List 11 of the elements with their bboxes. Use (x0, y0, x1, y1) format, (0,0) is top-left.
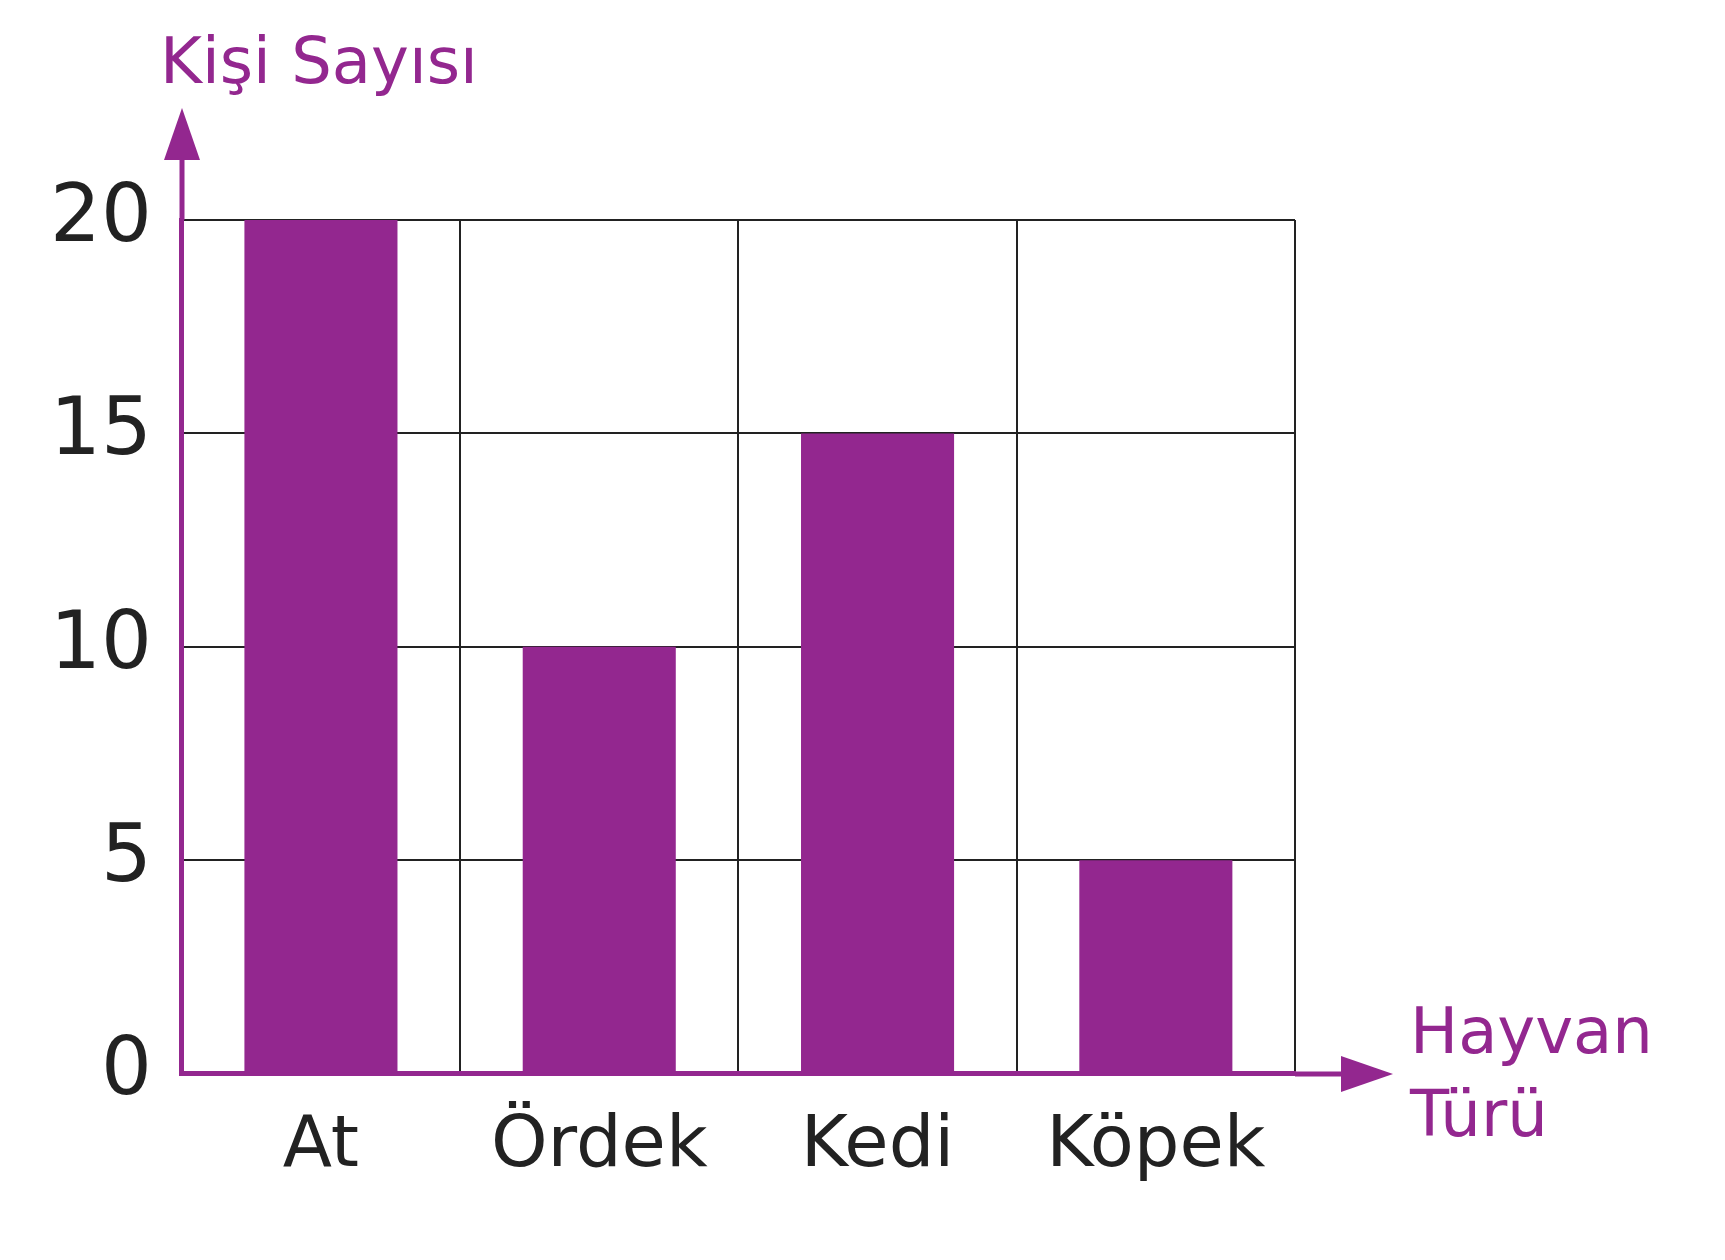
y-tick-label: 15 (50, 380, 152, 474)
x-axis-title: Hayvan Türü (1410, 993, 1654, 1154)
y-tick-label: 20 (50, 166, 152, 260)
y-axis-title: Kişi Sayısı (160, 23, 478, 100)
x-tick-label: Ördek (490, 1098, 708, 1183)
x-tick-label: Kedi (800, 1098, 955, 1183)
x-tick-label: At (282, 1098, 360, 1183)
y-tick-label: 0 (100, 1020, 152, 1114)
x-tick-label: Köpek (1046, 1098, 1266, 1183)
y-tick-label: 5 (100, 806, 152, 900)
y-tick-label: 10 (50, 593, 152, 687)
